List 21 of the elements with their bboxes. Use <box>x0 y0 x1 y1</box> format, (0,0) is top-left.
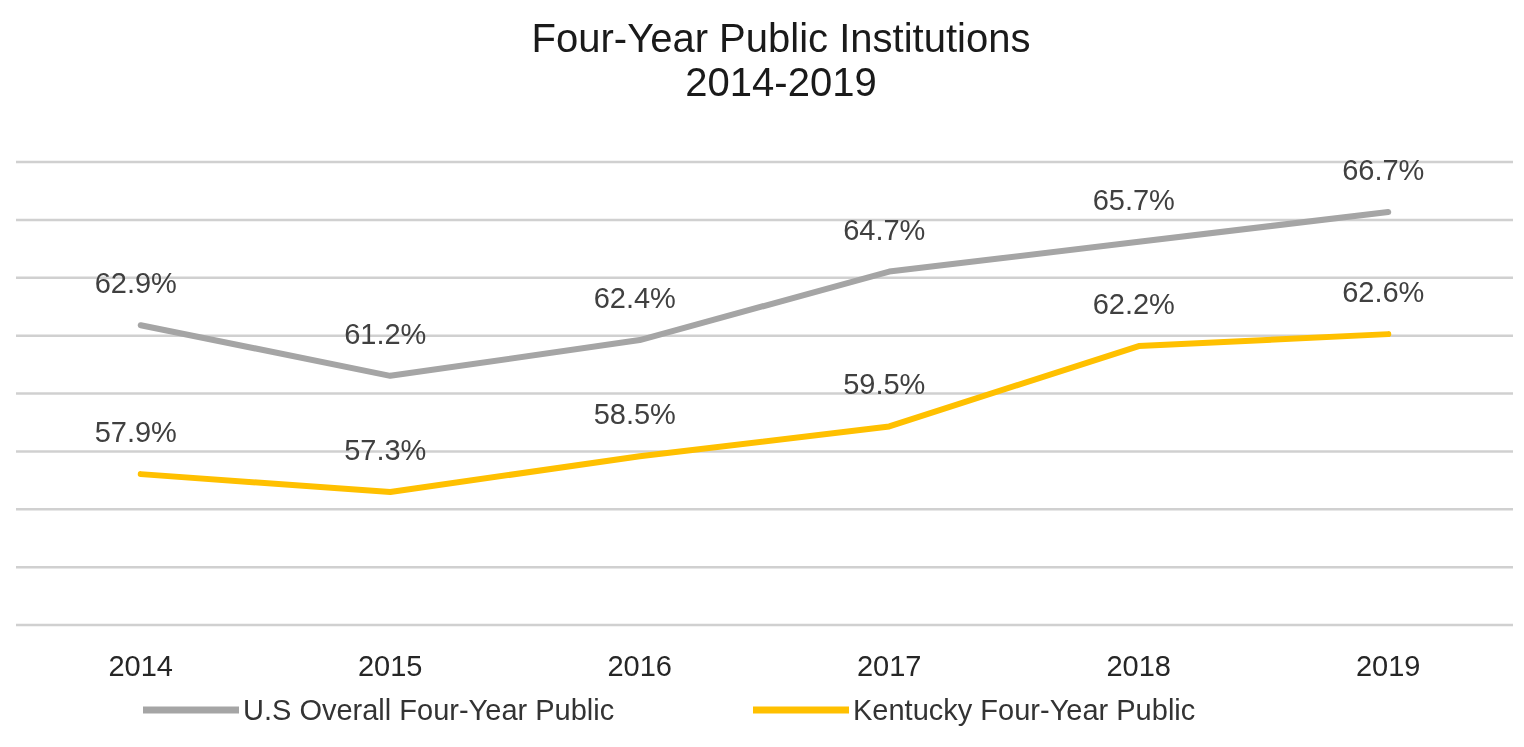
data-label: 62.4% <box>593 282 676 315</box>
data-label: 57.9% <box>94 416 177 449</box>
data-label: 62.2% <box>1092 288 1175 321</box>
data-label: 64.7% <box>843 213 926 246</box>
chart-title: Four-Year Public Institutions 2014-2019 <box>531 16 1031 104</box>
data-label: 66.7% <box>1342 154 1425 186</box>
data-label: 59.5% <box>843 368 926 401</box>
x-tick-label: 2014 <box>108 650 174 682</box>
data-label: 62.9% <box>94 267 177 300</box>
data-label: 58.5% <box>593 398 676 431</box>
data-label: 65.7% <box>1092 183 1175 216</box>
x-tick-label: 2019 <box>1355 650 1421 682</box>
x-tick-label: 2015 <box>357 650 423 682</box>
data-label: 62.6% <box>1342 276 1425 309</box>
x-tick-label: 2017 <box>856 650 922 682</box>
x-tick-label: 2016 <box>607 650 673 682</box>
legend-label: Kentucky Four-Year Public <box>853 694 1196 726</box>
legend-label: U.S Overall Four-Year Public <box>243 694 615 726</box>
data-label: 57.3% <box>344 434 427 466</box>
data-label: 61.2% <box>344 317 427 350</box>
x-tick-label: 2018 <box>1106 650 1172 682</box>
